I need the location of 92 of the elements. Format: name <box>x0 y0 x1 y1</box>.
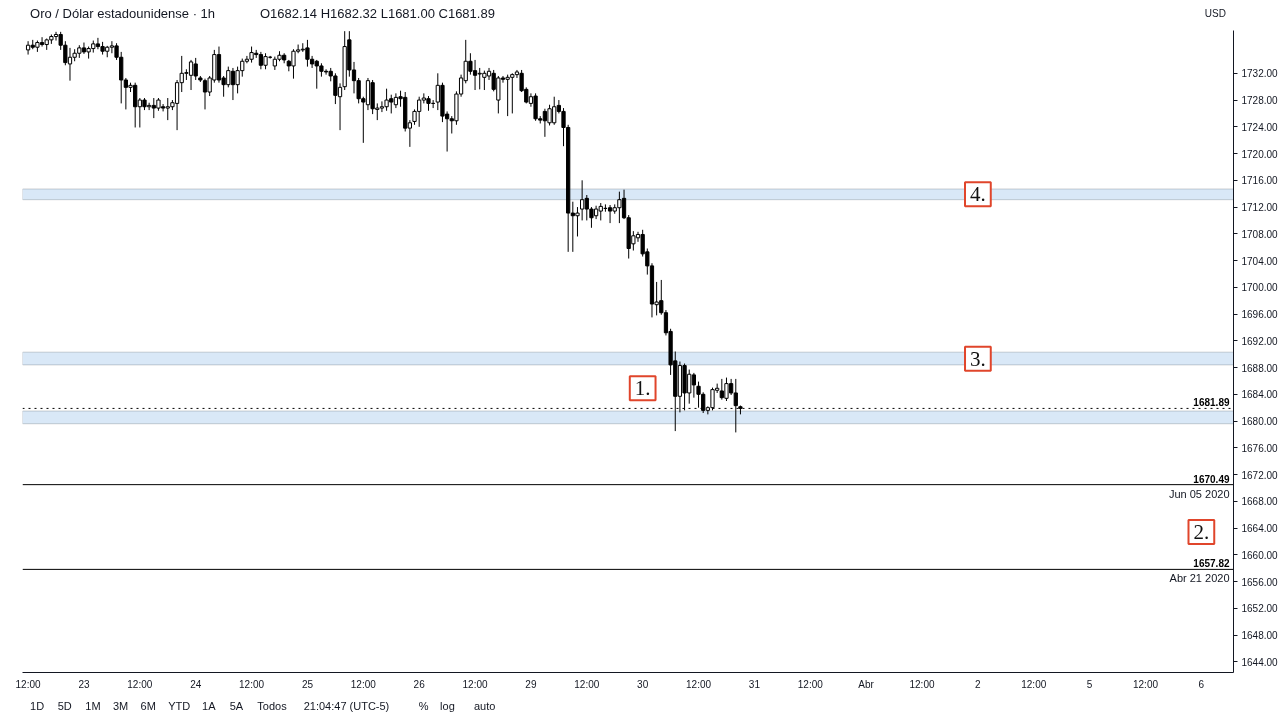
x-tick-label: 5 <box>1086 678 1093 690</box>
text: log <box>440 699 455 712</box>
text: auto <box>473 699 496 712</box>
x-tick-label: 12:00 <box>909 678 935 690</box>
y-tick-label: 1668.00 <box>1241 496 1279 508</box>
y-axis-title: USD <box>1204 8 1226 19</box>
x-tick-label: 26 <box>413 678 426 690</box>
x-tick-label: 6 <box>1198 678 1205 690</box>
text: 21:04:47 (UTC-5) <box>303 699 390 712</box>
candlestick <box>25 40 31 56</box>
candlestick <box>305 39 310 68</box>
x-tick-label: 29 <box>525 678 537 690</box>
x-tick-label: 24 <box>190 678 202 690</box>
y-tick-label: 1720.00 <box>1241 148 1279 160</box>
y-tick-label: 1652.00 <box>1241 603 1279 615</box>
y-tick-label: 1716.00 <box>1241 175 1279 187</box>
candlestick <box>188 59 194 91</box>
y-tick-label: 1648.00 <box>1241 630 1279 642</box>
y-tick-label: 1660.00 <box>1241 549 1279 561</box>
candlestick <box>53 31 59 42</box>
ref-line-label: Abr 21 2020 <box>1169 572 1230 585</box>
candlestick <box>230 67 236 101</box>
x-tick-label: 12:00 <box>797 678 824 690</box>
x-tick-label: 12:00 <box>462 678 488 690</box>
y-tick-label: 1728.00 <box>1241 95 1279 107</box>
x-tick-label: 25 <box>301 678 314 690</box>
y-tick-label: 1664.00 <box>1241 523 1279 535</box>
annotation: 1657.82 <box>1193 558 1230 570</box>
x-tick-label: Abr <box>858 678 875 690</box>
y-tick-label: 1724.00 <box>1241 121 1279 133</box>
ref-line-label: Jun 05 2020 <box>1168 487 1230 500</box>
candlestick <box>724 377 729 402</box>
annotation: 3. <box>970 346 986 371</box>
text: YTD <box>168 699 191 712</box>
y-tick-label: 1712.00 <box>1241 202 1279 214</box>
text: 1D <box>30 699 45 712</box>
x-tick-label: 12:00 <box>350 678 377 690</box>
candlestick <box>95 37 101 50</box>
y-tick-label: 1732.00 <box>1241 68 1279 80</box>
annotation: 1670.49 <box>1193 473 1230 485</box>
y-tick-label: 1656.00 <box>1241 576 1279 588</box>
y-tick-label: 1688.00 <box>1241 362 1279 374</box>
text: % <box>418 699 429 712</box>
text: 1A <box>202 699 217 712</box>
candlestick <box>393 92 399 109</box>
text: Todos <box>257 699 288 712</box>
y-tick-label: 1680.00 <box>1241 416 1279 428</box>
y-tick-label: 1676.00 <box>1241 442 1279 454</box>
x-tick-label: 12:00 <box>239 678 265 690</box>
x-tick-label: 12:00 <box>686 678 712 690</box>
annotation: 2. <box>1193 520 1210 545</box>
x-tick-label: 12:00 <box>1021 678 1047 690</box>
y-tick-label: 1704.00 <box>1241 255 1279 267</box>
text: 6M <box>140 699 156 712</box>
candlestick <box>67 47 73 82</box>
text: 1M <box>85 699 101 712</box>
x-tick-label: 23 <box>78 678 90 690</box>
x-tick-label: 2 <box>975 678 982 690</box>
y-tick-label: 1684.00 <box>1241 389 1279 401</box>
candlestick <box>542 108 548 138</box>
y-tick-label: 1708.00 <box>1241 228 1279 240</box>
y-tick-label: 1692.00 <box>1241 335 1279 347</box>
annotation: 1681.89 <box>1193 397 1230 409</box>
candlestick <box>193 57 198 81</box>
candlestick <box>202 78 208 110</box>
candlestick <box>291 48 296 80</box>
candlestick <box>160 103 166 112</box>
y-tick-label: 1672.00 <box>1241 469 1279 481</box>
x-tick-label: 31 <box>748 678 761 690</box>
chart-subtitle: O1682.14 H1682.32 L1681.00 C1681.89 <box>259 6 495 21</box>
candlestick <box>691 372 697 399</box>
candlestick <box>323 68 329 76</box>
y-tick-label: 1700.00 <box>1241 282 1279 294</box>
candlestick <box>379 100 385 113</box>
candlestick <box>472 59 478 91</box>
y-tick-label: 1644.00 <box>1241 656 1279 668</box>
x-tick-label: 30 <box>637 678 649 690</box>
x-tick-label: 12:00 <box>127 678 153 690</box>
candlestick <box>39 36 45 48</box>
text: 5D <box>57 699 72 712</box>
annotation: 4. <box>970 182 986 207</box>
chart-title: Oro / Dólar estadounidense · 1h <box>30 6 216 21</box>
y-tick-label: 1696.00 <box>1241 309 1279 321</box>
x-tick-label: 12:00 <box>574 678 600 690</box>
text: 5A <box>229 699 244 712</box>
candlestick <box>607 204 613 224</box>
text: 3M <box>112 699 129 712</box>
x-tick-label: 12:00 <box>15 678 42 690</box>
candlestick <box>81 42 87 55</box>
x-tick-label: 12:00 <box>1132 678 1159 690</box>
annotation: 1. <box>634 376 651 401</box>
candlestick <box>109 40 115 54</box>
